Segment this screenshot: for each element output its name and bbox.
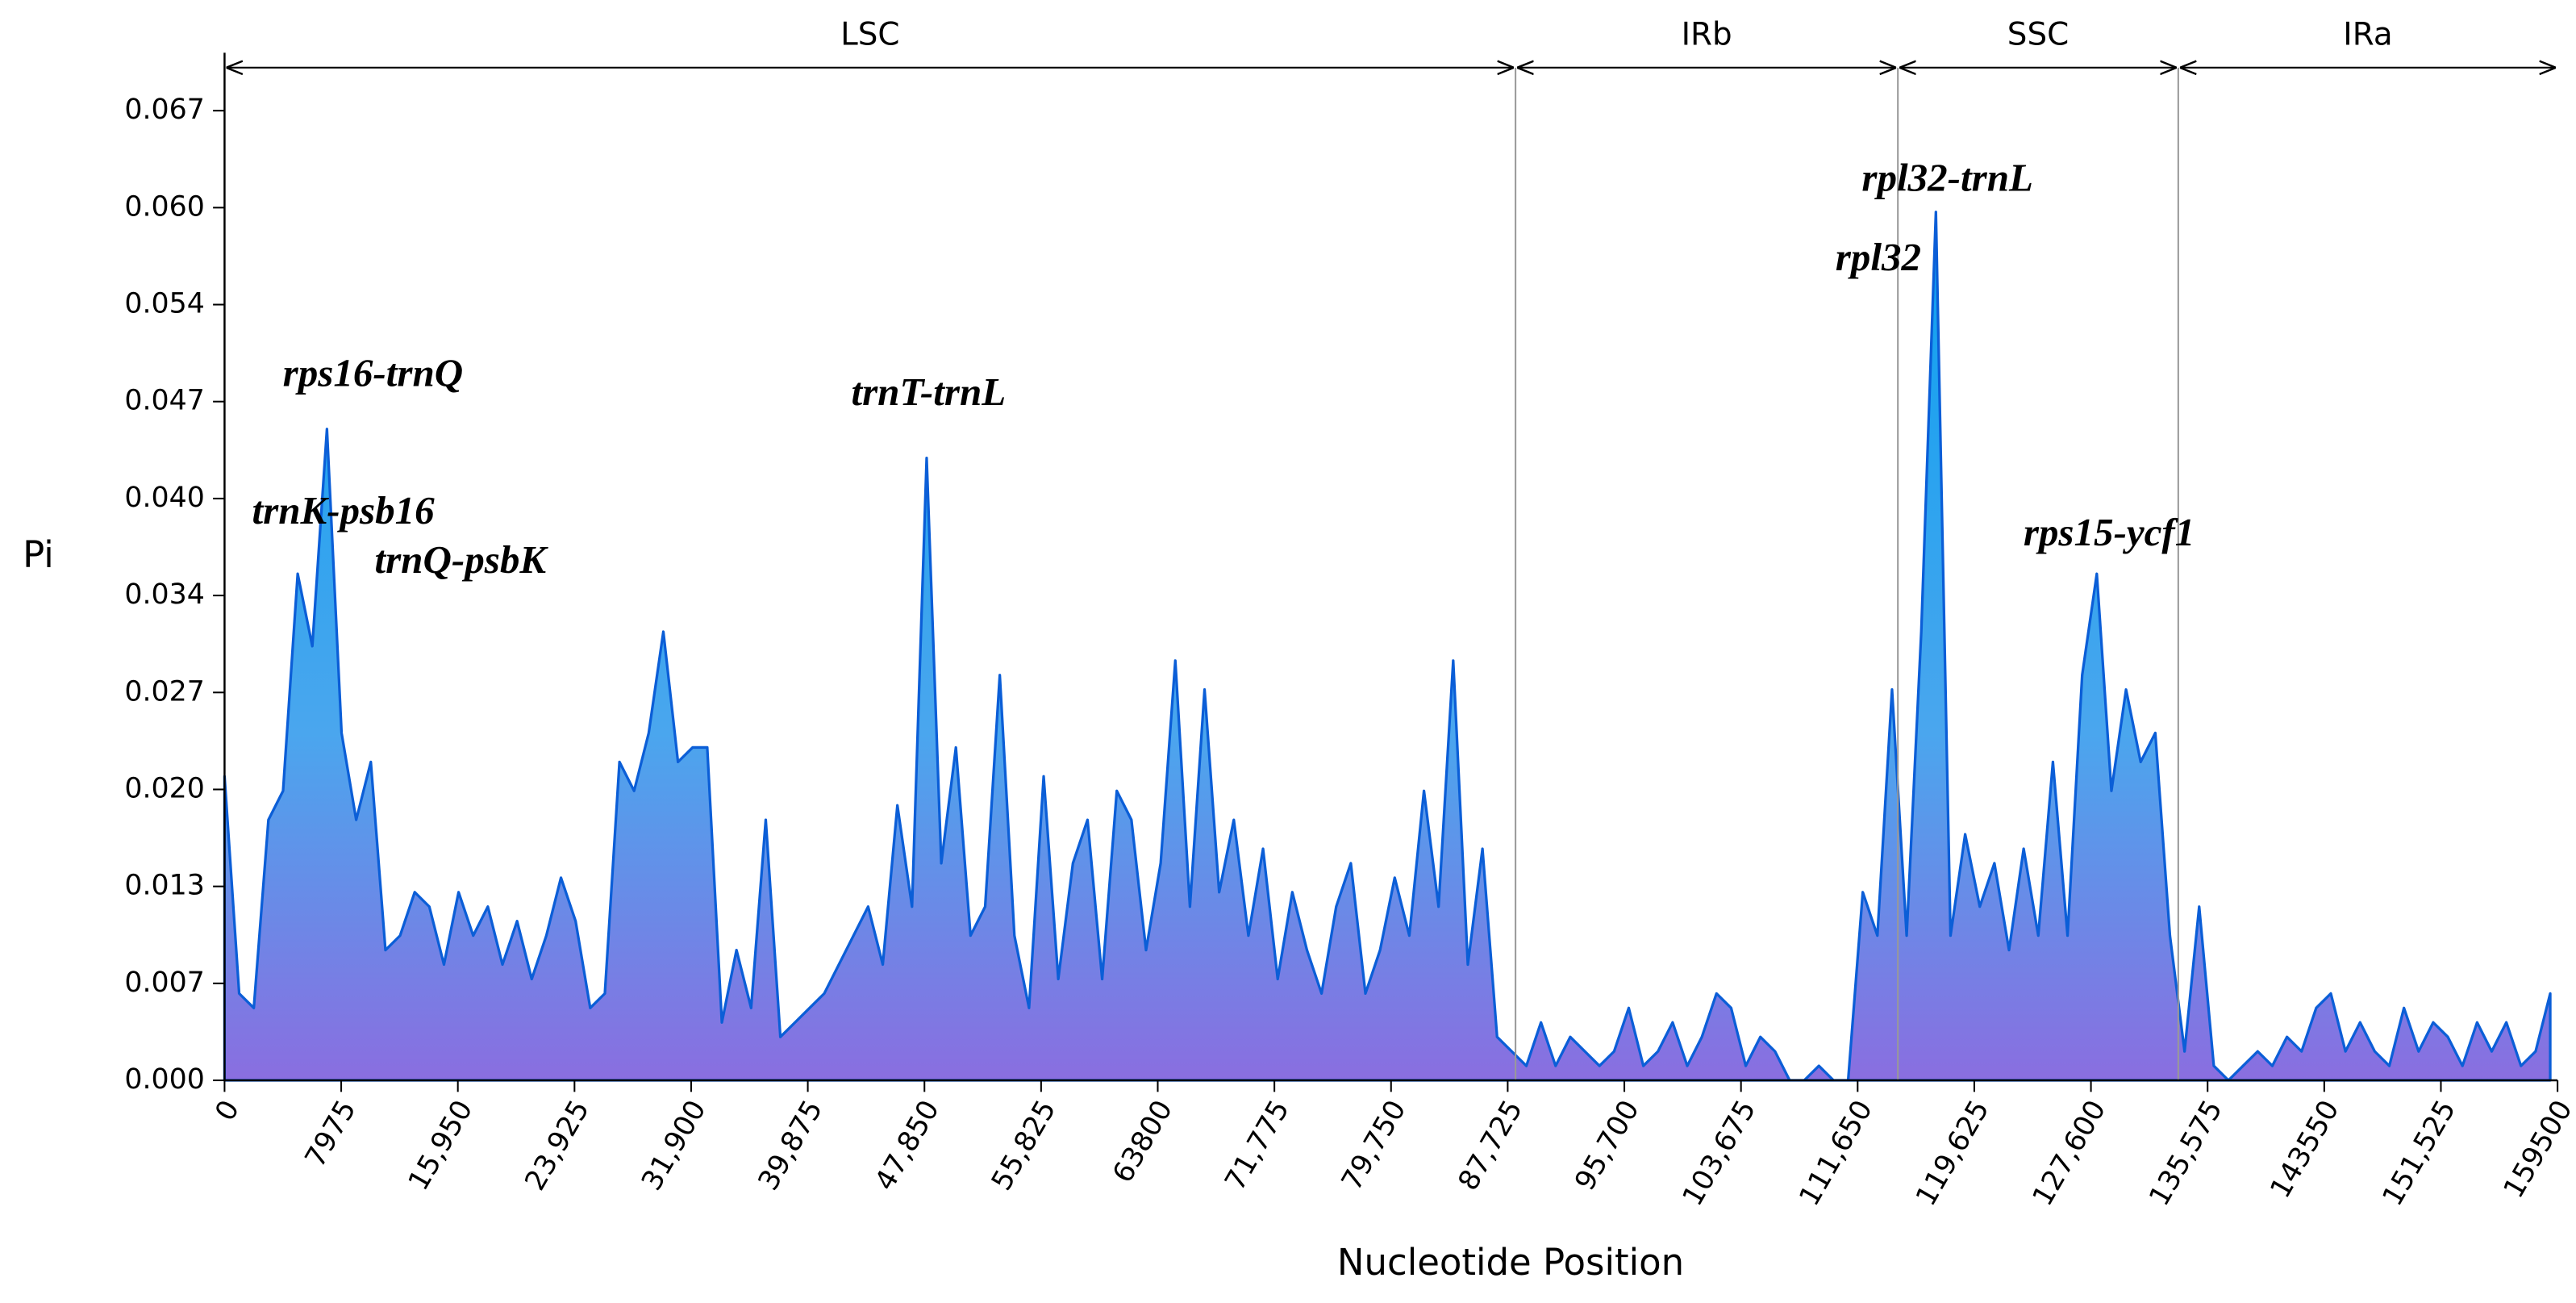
x-tick-label: 151,525 bbox=[2377, 1095, 2462, 1211]
region-label: IRb bbox=[1682, 16, 1732, 52]
x-tick-label: 39,875 bbox=[752, 1095, 829, 1196]
x-tick-label: 119,625 bbox=[1910, 1095, 1995, 1211]
x-tick-label: 159500 bbox=[2498, 1095, 2576, 1204]
x-tick-label: 127,600 bbox=[2027, 1095, 2112, 1211]
x-tick-label: 103,675 bbox=[1677, 1095, 1762, 1211]
y-tick-label: 0.040 bbox=[124, 482, 204, 514]
region-label: LSC bbox=[840, 16, 899, 52]
y-axis-title: Pi bbox=[23, 533, 54, 576]
y-tick-label: 0.007 bbox=[124, 967, 204, 999]
y-tick-label: 0.034 bbox=[124, 578, 204, 611]
x-tick-label: 87,725 bbox=[1453, 1095, 1529, 1196]
y-tick-label: 0.020 bbox=[124, 772, 204, 804]
y-tick-label: 0.060 bbox=[124, 190, 204, 223]
annotation: trnT-trnL bbox=[851, 370, 1006, 414]
annotation: rpl32-trnL bbox=[1861, 155, 2033, 199]
y-tick-label: 0.000 bbox=[124, 1063, 204, 1096]
x-tick-label: 15,950 bbox=[402, 1095, 479, 1196]
x-tick-label: 143550 bbox=[2265, 1095, 2346, 1204]
y-tick-label: 0.047 bbox=[124, 385, 204, 417]
x-tick-label: 31,900 bbox=[636, 1095, 712, 1196]
annotation: trnK-psb16 bbox=[252, 488, 435, 532]
x-tick-label: 71,775 bbox=[1219, 1095, 1295, 1196]
region-label: SSC bbox=[2007, 16, 2069, 52]
y-tick-label: 0.013 bbox=[124, 870, 204, 902]
x-tick-label: 79,750 bbox=[1336, 1095, 1412, 1196]
x-tick-label: 111,650 bbox=[1793, 1095, 1878, 1211]
x-tick-label: 7975 bbox=[299, 1095, 363, 1173]
x-tick-label: 23,925 bbox=[519, 1095, 596, 1196]
x-tick-label: 47,850 bbox=[869, 1095, 945, 1196]
y-tick-label: 0.054 bbox=[124, 288, 204, 320]
annotation: rpl32 bbox=[1836, 235, 1921, 279]
annotation: rps15-ycf1 bbox=[2024, 510, 2195, 554]
x-tick-label: 55,825 bbox=[986, 1095, 1062, 1196]
y-tick-label: 0.027 bbox=[124, 675, 204, 708]
y-tick-label: 0.067 bbox=[124, 94, 204, 126]
x-axis-title: Nucleotide Position bbox=[1337, 1241, 1684, 1284]
x-tick-label: 0 bbox=[209, 1095, 246, 1126]
annotation: rps16-trnQ bbox=[283, 350, 463, 395]
region-label: IRa bbox=[2343, 16, 2392, 52]
x-tick-label: 63800 bbox=[1107, 1095, 1179, 1188]
x-tick-label: 95,700 bbox=[1569, 1095, 1645, 1196]
x-tick-label: 135,575 bbox=[2143, 1095, 2228, 1211]
area bbox=[223, 211, 2552, 1082]
annotation: trnQ-psbK bbox=[374, 537, 548, 582]
